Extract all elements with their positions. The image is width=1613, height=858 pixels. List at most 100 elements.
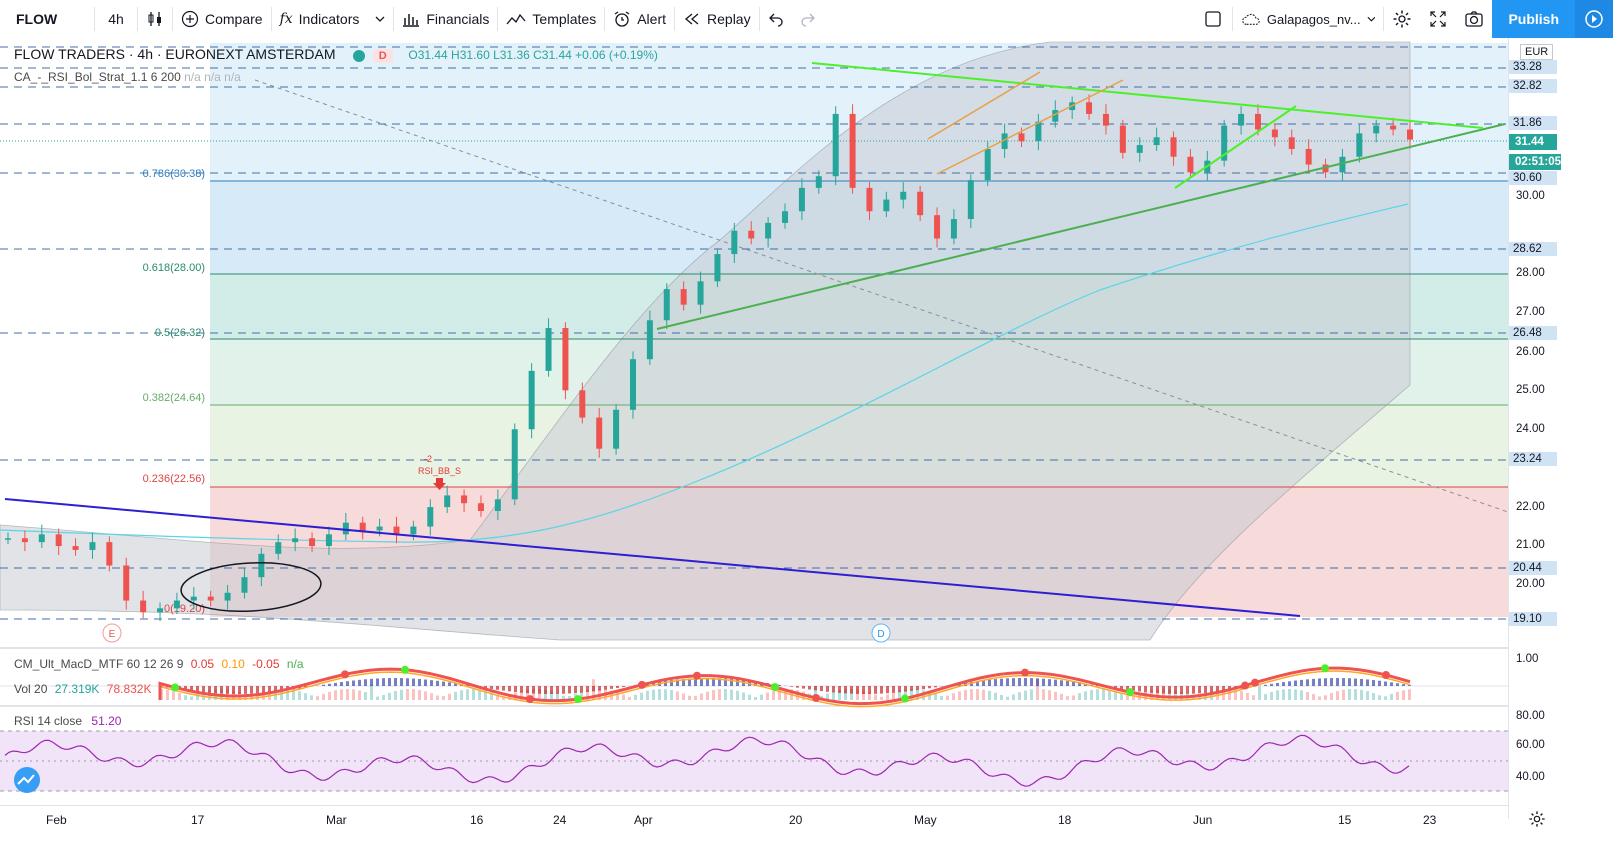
chart-type-button[interactable] — [138, 0, 172, 38]
macd-histogram-bar — [928, 686, 931, 688]
macd-histogram-bar — [370, 679, 373, 686]
axis-settings-button[interactable] — [1528, 810, 1546, 833]
publish-button[interactable]: Publish — [1492, 0, 1575, 38]
macd-histogram-bar — [1372, 680, 1375, 686]
snapshot-button[interactable] — [1456, 0, 1492, 38]
volume-bar — [1264, 694, 1267, 700]
macd-histogram-bar — [910, 686, 913, 691]
rsi-name[interactable]: RSI 14 close — [14, 714, 82, 728]
indicators-button[interactable]: fx Indicators — [272, 0, 368, 38]
undo-button[interactable] — [760, 0, 792, 38]
time-axis[interactable] — [0, 805, 1508, 858]
volume-bar — [970, 689, 973, 700]
time-axis-label: Jun — [1193, 813, 1212, 827]
macd-histogram-bar — [796, 686, 799, 688]
volume-bar — [436, 695, 439, 700]
volume-bar — [652, 690, 655, 700]
volume-bar — [1078, 693, 1081, 700]
templates-button[interactable]: Templates — [498, 0, 604, 38]
candle-body — [579, 390, 585, 417]
layout-selector[interactable]: Galapagos_nv... — [1233, 0, 1383, 38]
macd-histogram-bar — [1174, 686, 1177, 694]
volume-bar — [346, 689, 349, 700]
volume-bar — [1378, 695, 1381, 700]
macd-histogram-bar — [430, 680, 433, 686]
main-legend: FLOW TRADERS · 4h · EURONEXT AMSTERDAM D… — [14, 46, 658, 63]
expand-icon — [1429, 10, 1447, 28]
macd-histogram-bar — [1300, 680, 1303, 686]
macd-histogram-bar — [1138, 686, 1141, 692]
macd-histogram-bar — [898, 686, 901, 692]
dividend-letter: D — [877, 629, 884, 640]
volume-bar — [424, 691, 427, 700]
earnings-marker[interactable]: E — [103, 624, 121, 642]
interval-button[interactable]: 4h — [95, 0, 137, 38]
volume-bar — [988, 691, 991, 700]
dividend-marker[interactable]: D — [872, 624, 890, 642]
macd-cross-dot — [1251, 679, 1259, 687]
macd-histogram-bar — [340, 682, 343, 686]
financials-button[interactable]: Financials — [394, 0, 497, 38]
replay-button[interactable]: Replay — [675, 0, 759, 38]
volume-bar — [658, 689, 661, 700]
macd-name[interactable]: CM_Ult_MacD_MTF 60 12 26 9 — [14, 657, 183, 671]
macd-histogram-bar — [526, 686, 529, 693]
volume-value-1: 27.319K — [55, 682, 100, 696]
candle-body — [1356, 133, 1362, 156]
time-axis-label: Apr — [634, 813, 653, 827]
macd-histogram-bar — [1030, 678, 1033, 686]
volume-bar — [880, 697, 883, 700]
candle-body — [360, 523, 366, 531]
macd-histogram-bar — [1204, 686, 1207, 693]
volume-bar — [358, 690, 361, 700]
undo-icon — [768, 11, 784, 27]
volume-bar — [310, 695, 313, 700]
compare-button[interactable]: Compare — [173, 0, 271, 38]
square-icon — [1204, 10, 1222, 28]
signal-label: RSI_BB_S — [418, 466, 461, 476]
fullscreen-layout-button[interactable] — [1194, 0, 1232, 38]
volume-bar — [412, 689, 415, 700]
macd-histogram-bar — [376, 678, 379, 686]
volume-bar — [1318, 696, 1321, 700]
fullscreen-button[interactable] — [1420, 0, 1456, 38]
volume-bar — [748, 695, 751, 700]
candle-body — [1137, 145, 1143, 153]
macd-histogram-bar — [220, 686, 223, 694]
macd-histogram-bar — [1024, 678, 1027, 686]
rsi-value: 51.20 — [91, 714, 121, 728]
candle-body — [985, 149, 991, 180]
symbol-search[interactable]: FLOW — [0, 0, 94, 38]
candle-body — [275, 542, 281, 554]
fib-label-05: 0.5(26.32) — [155, 327, 205, 339]
volume-bar — [1132, 697, 1135, 700]
candle-body — [748, 231, 754, 239]
candle-body — [1289, 137, 1295, 149]
time-axis-label: Feb — [46, 813, 67, 827]
strategy-name[interactable]: CA_-_RSI_Bol_Strat_1.1 6 200 — [14, 70, 181, 84]
indicators-dropdown[interactable] — [367, 0, 393, 38]
candle-body — [1103, 114, 1109, 126]
volume-bar — [364, 692, 367, 700]
macd-histogram-bar — [244, 686, 247, 694]
templates-icon — [506, 10, 526, 28]
volume-bar — [388, 693, 391, 700]
macd-cross-dot — [1021, 669, 1029, 677]
settings-button[interactable] — [1384, 0, 1420, 38]
symbol-title[interactable]: FLOW TRADERS · 4h · EURONEXT AMSTERDAM — [14, 46, 336, 62]
redo-button[interactable] — [792, 0, 824, 38]
alert-button[interactable]: Alert — [605, 0, 674, 38]
macd-cross-dot — [171, 683, 179, 691]
publish-menu-button[interactable] — [1575, 0, 1613, 38]
volume-bar — [454, 692, 457, 700]
volume-bar — [166, 690, 169, 700]
macd-histogram-bar — [1306, 679, 1309, 686]
time-axis-label: 16 — [470, 813, 483, 827]
macd-histogram-bar — [382, 678, 385, 686]
macd-histogram-bar — [328, 684, 331, 686]
volume-name[interactable]: Vol 20 — [14, 682, 47, 696]
candle-body — [681, 289, 687, 305]
candle-body — [714, 254, 720, 281]
price-chart[interactable]: 0.786(30.38) 0.618(28.00) 0.5(26.32) 0.3… — [0, 38, 1613, 857]
macd-histogram-bar — [1000, 679, 1003, 686]
